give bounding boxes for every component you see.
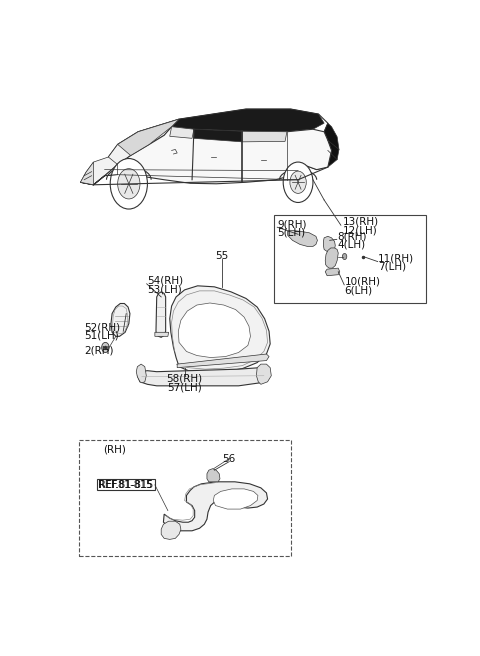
Polygon shape <box>170 286 270 373</box>
Circle shape <box>102 342 109 352</box>
Polygon shape <box>213 489 258 509</box>
Circle shape <box>290 171 306 194</box>
Text: (RH): (RH) <box>103 445 126 455</box>
Text: 58(RH): 58(RH) <box>167 374 203 384</box>
Text: 56: 56 <box>223 453 236 464</box>
Polygon shape <box>256 364 271 384</box>
Polygon shape <box>288 230 317 247</box>
Text: 53(LH): 53(LH) <box>147 284 182 295</box>
Polygon shape <box>194 129 242 142</box>
Polygon shape <box>155 333 168 337</box>
Text: 8(RH): 8(RH) <box>337 232 367 241</box>
Polygon shape <box>242 131 287 142</box>
Polygon shape <box>118 119 179 155</box>
Polygon shape <box>156 292 166 337</box>
Text: 13(RH): 13(RH) <box>343 216 379 227</box>
Text: 52(RH): 52(RH) <box>84 322 120 332</box>
Circle shape <box>342 253 347 260</box>
Polygon shape <box>207 468 220 482</box>
Text: REF.81-815: REF.81-815 <box>99 480 153 490</box>
Polygon shape <box>81 119 179 185</box>
Text: 9(RH): 9(RH) <box>277 219 307 229</box>
Polygon shape <box>111 304 130 337</box>
Polygon shape <box>81 127 332 185</box>
Text: 54(RH): 54(RH) <box>147 276 183 286</box>
Polygon shape <box>136 364 146 383</box>
Text: REF.81-815: REF.81-815 <box>98 480 152 490</box>
Bar <box>274 215 426 304</box>
Text: 7(LH): 7(LH) <box>378 262 406 272</box>
Polygon shape <box>324 236 335 251</box>
Text: 12(LH): 12(LH) <box>343 225 377 236</box>
Circle shape <box>283 162 313 203</box>
Polygon shape <box>292 123 339 170</box>
Text: 2(RH): 2(RH) <box>84 346 114 356</box>
Text: 57(LH): 57(LH) <box>167 382 202 392</box>
Polygon shape <box>137 367 269 386</box>
Circle shape <box>110 159 147 209</box>
Bar <box>79 440 290 556</box>
Text: 4(LH): 4(LH) <box>337 239 365 249</box>
Text: 10(RH): 10(RH) <box>345 277 381 287</box>
Polygon shape <box>172 109 324 132</box>
Polygon shape <box>325 268 340 276</box>
Polygon shape <box>177 354 269 367</box>
Polygon shape <box>178 303 251 358</box>
Polygon shape <box>163 482 267 531</box>
Polygon shape <box>81 162 94 185</box>
Text: 6(LH): 6(LH) <box>345 285 372 295</box>
Text: 5(LH): 5(LH) <box>277 228 306 237</box>
Bar <box>97 480 155 491</box>
Text: 11(RH): 11(RH) <box>378 253 414 263</box>
Text: 51(LH): 51(LH) <box>84 331 119 341</box>
Polygon shape <box>161 522 181 539</box>
Circle shape <box>118 169 140 199</box>
Polygon shape <box>325 248 338 268</box>
Text: 55: 55 <box>215 251 228 260</box>
Polygon shape <box>170 127 194 138</box>
